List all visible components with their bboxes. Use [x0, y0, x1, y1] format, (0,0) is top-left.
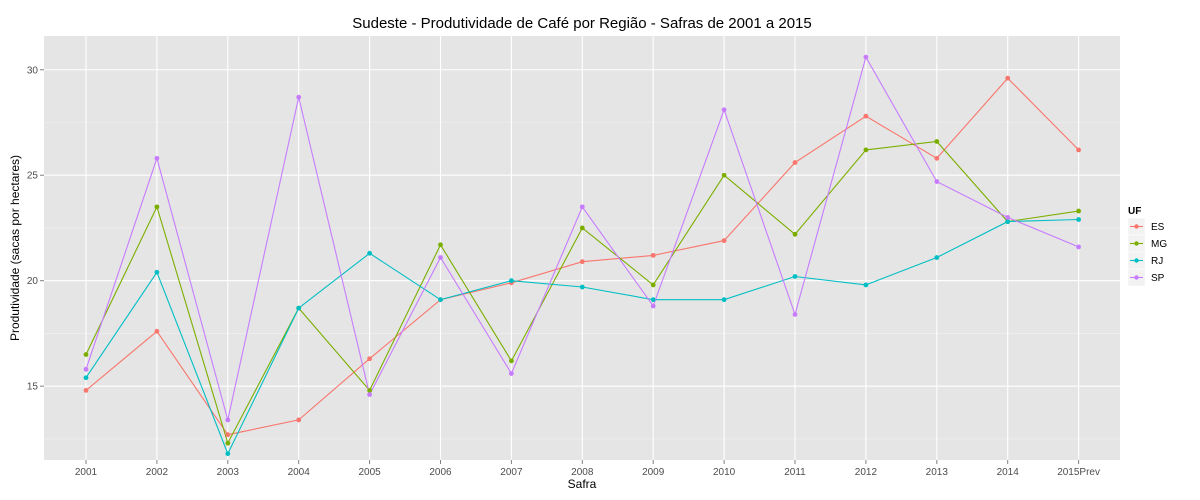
x-tick-label: 2014	[997, 467, 1020, 478]
data-point-es	[1076, 147, 1081, 153]
data-point-mg	[83, 352, 89, 357]
data-point-es	[934, 155, 940, 161]
data-point-es	[83, 387, 89, 393]
legend-title: UF	[1128, 206, 1141, 217]
data-point-mg	[367, 387, 372, 393]
data-point-mg	[579, 225, 585, 231]
legend-key-point	[1134, 224, 1139, 229]
data-point-rj	[792, 274, 798, 279]
data-point-sp	[792, 312, 798, 317]
y-tick-label: 30	[27, 65, 39, 76]
data-point-es	[863, 113, 869, 119]
data-point-es	[721, 238, 727, 244]
series-points	[83, 54, 1081, 457]
x-tick-label: 2011	[784, 467, 806, 478]
data-point-mg	[721, 172, 727, 178]
data-point-rj	[509, 278, 514, 284]
data-point-es	[1005, 75, 1011, 81]
x-axis-title: Safra	[568, 477, 597, 491]
legend-label: RJ	[1151, 256, 1163, 267]
data-point-rj	[650, 297, 656, 303]
x-tick-label: 2013	[926, 467, 949, 478]
data-point-rj	[1076, 217, 1081, 222]
data-point-sp	[83, 366, 89, 372]
y-tick-label: 25	[27, 171, 39, 182]
data-point-es	[225, 432, 231, 438]
data-point-mg	[792, 231, 798, 237]
data-point-es	[154, 328, 160, 334]
data-point-rj	[438, 297, 443, 303]
data-point-es	[792, 160, 798, 165]
data-point-sp	[154, 155, 160, 161]
data-point-sp	[863, 54, 869, 60]
data-point-rj	[721, 297, 727, 303]
legend-key-point	[1134, 258, 1139, 263]
data-point-rj	[863, 282, 869, 288]
legend-label: SP	[1151, 273, 1165, 284]
data-point-es	[579, 259, 585, 265]
data-point-es	[650, 252, 656, 258]
legend: UF ES MG RJ SP	[1127, 206, 1167, 287]
y-tick-label: 20	[27, 276, 39, 287]
data-point-rj	[367, 250, 372, 256]
x-tick-label: 2015Prev	[1057, 467, 1100, 478]
data-point-sp	[296, 94, 302, 100]
data-point-mg	[934, 139, 940, 144]
data-point-mg	[650, 282, 656, 288]
x-tick-label: 2010	[713, 467, 736, 478]
y-tick-label: 15	[27, 382, 39, 393]
legend-label: ES	[1151, 222, 1165, 233]
legend-key-point	[1134, 275, 1139, 280]
data-point-rj	[83, 375, 89, 381]
data-point-sp	[579, 204, 585, 210]
data-point-sp	[1005, 215, 1011, 220]
x-tick-label: 2012	[855, 467, 878, 478]
x-tick-label: 2003	[217, 467, 240, 478]
x-tick-label: 2004	[288, 467, 311, 478]
data-point-rj	[579, 284, 585, 290]
x-axis-ticks: 2001 2002 2003 2004 2005 2006 2007 2008 2009 2010…	[75, 460, 1100, 478]
chart-title: Sudeste - Produtividade de Café por Regi…	[352, 15, 811, 32]
data-point-mg	[863, 147, 869, 153]
y-axis-title: Produtividade (sacas por hectares)	[8, 155, 22, 341]
data-point-rj	[934, 255, 940, 260]
data-point-rj	[296, 305, 302, 311]
data-point-sp	[509, 371, 514, 376]
data-point-sp	[650, 303, 656, 309]
data-point-rj	[1005, 219, 1011, 225]
x-tick-label: 2009	[642, 467, 665, 478]
data-point-rj	[225, 451, 231, 457]
data-point-sp	[225, 417, 231, 423]
x-tick-label: 2007	[500, 467, 523, 478]
data-point-sp	[1076, 244, 1081, 250]
y-axis-ticks: 15 20 25 30	[27, 65, 44, 393]
x-tick-label: 2006	[429, 467, 452, 478]
x-tick-label: 2002	[146, 467, 169, 478]
data-point-es	[296, 417, 302, 423]
x-tick-label: 2008	[571, 467, 594, 478]
data-point-sp	[934, 179, 940, 184]
legend-items: ES MG RJ SP	[1127, 217, 1167, 287]
data-point-mg	[438, 242, 443, 248]
grid-major	[44, 36, 1120, 460]
data-point-mg	[154, 204, 160, 210]
data-point-sp	[438, 255, 443, 260]
data-point-mg	[225, 440, 231, 446]
data-point-sp	[721, 107, 727, 113]
legend-label: MG	[1151, 239, 1167, 250]
data-point-mg	[509, 358, 514, 364]
data-point-sp	[367, 392, 372, 398]
data-point-rj	[154, 269, 160, 275]
legend-key-point	[1134, 241, 1139, 246]
data-point-es	[367, 356, 372, 362]
data-point-mg	[1076, 208, 1081, 214]
x-tick-label: 2005	[358, 467, 381, 478]
x-tick-label: 2001	[75, 467, 98, 478]
